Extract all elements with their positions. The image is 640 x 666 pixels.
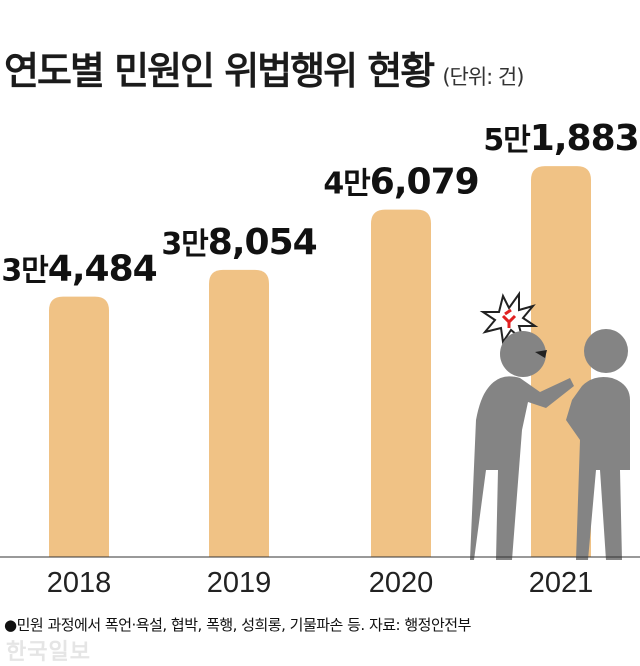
bar-2021 <box>531 166 591 558</box>
bar-2019 <box>209 269 269 557</box>
publisher-watermark: 한국일보 <box>6 640 91 665</box>
arguing-people-illustration <box>470 290 630 560</box>
category-label-2019: 2019 <box>207 567 272 599</box>
unit-label: (단위: 건) <box>442 65 524 89</box>
category-label-2018: 2018 <box>47 567 112 599</box>
value-label-2021: 5만1,883 <box>483 118 638 159</box>
footer-note: ●민원 과정에서 폭언·욕설, 협박, 폭행, 성희롱, 기물파손 등. 자료:… <box>4 616 471 634</box>
category-label-2020: 2020 <box>369 567 434 599</box>
shouting-person-figure <box>470 331 574 560</box>
bars-layer <box>49 166 591 558</box>
value-label-2020: 4만6,079 <box>323 162 478 203</box>
bar-2020 <box>371 209 431 557</box>
listening-person-figure <box>566 329 630 560</box>
value-label-2019: 3만8,054 <box>161 222 316 263</box>
category-labels-layer: 2018 2019 2020 2021 <box>47 567 594 599</box>
value-label-2018: 3만4,484 <box>1 249 156 290</box>
title-row: 연도별 민원인 위법행위 현황 (단위: 건) <box>4 40 524 95</box>
category-label-2021: 2021 <box>529 567 594 599</box>
chart-title: 연도별 민원인 위법행위 현황 <box>4 49 435 93</box>
bar-2018 <box>49 296 109 557</box>
